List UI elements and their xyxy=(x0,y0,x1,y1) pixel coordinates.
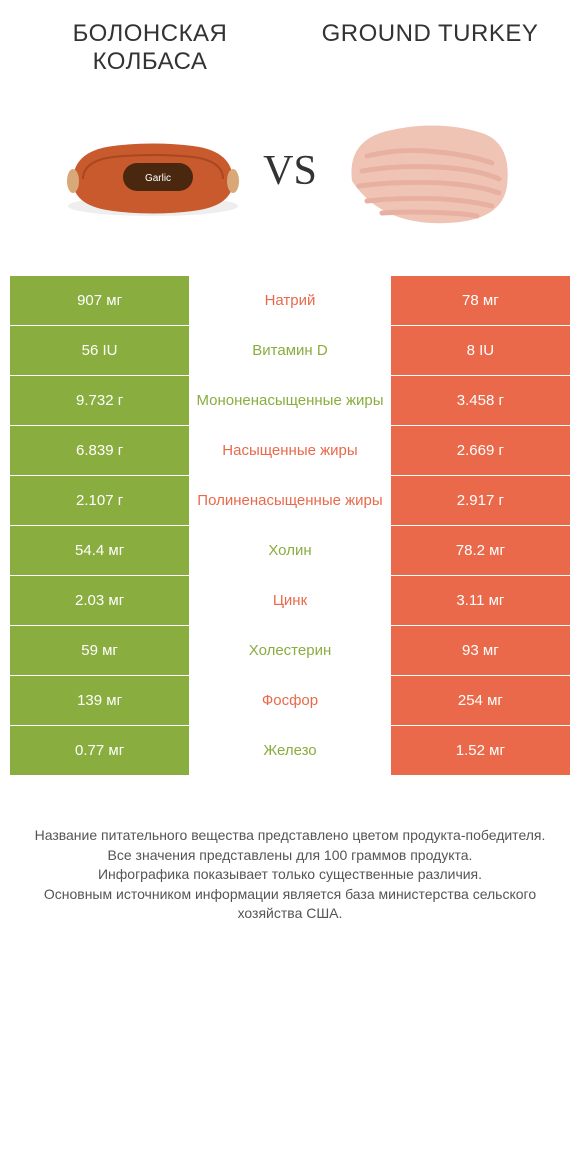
right-value: 2.917 г xyxy=(391,476,570,525)
nutrient-name: Насыщенные жиры xyxy=(189,426,391,475)
left-value: 2.107 г xyxy=(10,476,189,525)
nutrient-name: Холин xyxy=(189,526,391,575)
vs-row: Garlic VS xyxy=(10,86,570,256)
table-row: 9.732 гМононенасыщенные жиры3.458 г xyxy=(10,376,570,426)
sausage-icon: Garlic xyxy=(53,111,253,231)
right-value: 254 мг xyxy=(391,676,570,725)
right-value: 93 мг xyxy=(391,626,570,675)
nutrient-name: Натрий xyxy=(189,276,391,325)
table-row: 56 IUВитамин D8 IU xyxy=(10,326,570,376)
table-row: 6.839 гНасыщенные жиры2.669 г xyxy=(10,426,570,476)
nutrient-name: Витамин D xyxy=(189,326,391,375)
right-value: 1.52 мг xyxy=(391,726,570,775)
header-row: БОЛОНСКАЯ КОЛБАСА GROUND TURKEY xyxy=(10,20,570,76)
left-value: 56 IU xyxy=(10,326,189,375)
footer-line-3: Инфографика показывает только существенн… xyxy=(20,865,560,885)
right-value: 78 мг xyxy=(391,276,570,325)
footer-line-2: Все значения представлены для 100 граммо… xyxy=(20,846,560,866)
svg-text:Garlic: Garlic xyxy=(145,173,171,184)
right-value: 2.669 г xyxy=(391,426,570,475)
table-row: 2.107 гПолиненасыщенные жиры2.917 г xyxy=(10,476,570,526)
nutrient-name: Полиненасыщенные жиры xyxy=(189,476,391,525)
footer-line-1: Название питательного вещества представл… xyxy=(20,826,560,846)
left-value: 2.03 мг xyxy=(10,576,189,625)
right-product-title: GROUND TURKEY xyxy=(290,20,570,76)
infographic-container: БОЛОНСКАЯ КОЛБАСА GROUND TURKEY Garlic V… xyxy=(0,0,580,954)
nutrient-name: Мононенасыщенные жиры xyxy=(189,376,391,425)
table-row: 139 мгФосфор254 мг xyxy=(10,676,570,726)
comparison-table: 907 мгНатрий78 мг56 IUВитамин D8 IU9.732… xyxy=(10,276,570,776)
nutrient-name: Железо xyxy=(189,726,391,775)
footer-text: Название питательного вещества представл… xyxy=(10,826,570,924)
right-product-image xyxy=(327,96,527,246)
left-value: 6.839 г xyxy=(10,426,189,475)
right-value: 3.458 г xyxy=(391,376,570,425)
nutrient-name: Фосфор xyxy=(189,676,391,725)
ground-meat-icon xyxy=(327,101,527,241)
left-product-title: БОЛОНСКАЯ КОЛБАСА xyxy=(10,20,290,76)
left-value: 139 мг xyxy=(10,676,189,725)
right-value: 78.2 мг xyxy=(391,526,570,575)
table-row: 2.03 мгЦинк3.11 мг xyxy=(10,576,570,626)
table-row: 0.77 мгЖелезо1.52 мг xyxy=(10,726,570,776)
left-value: 0.77 мг xyxy=(10,726,189,775)
nutrient-name: Холестерин xyxy=(189,626,391,675)
vs-label: VS xyxy=(263,147,317,195)
right-value: 3.11 мг xyxy=(391,576,570,625)
left-value: 54.4 мг xyxy=(10,526,189,575)
left-product-image: Garlic xyxy=(53,96,253,246)
table-row: 59 мгХолестерин93 мг xyxy=(10,626,570,676)
left-value: 907 мг xyxy=(10,276,189,325)
table-row: 54.4 мгХолин78.2 мг xyxy=(10,526,570,576)
footer-line-4: Основным источником информации является … xyxy=(20,885,560,924)
left-value: 9.732 г xyxy=(10,376,189,425)
right-value: 8 IU xyxy=(391,326,570,375)
table-row: 907 мгНатрий78 мг xyxy=(10,276,570,326)
nutrient-name: Цинк xyxy=(189,576,391,625)
left-value: 59 мг xyxy=(10,626,189,675)
